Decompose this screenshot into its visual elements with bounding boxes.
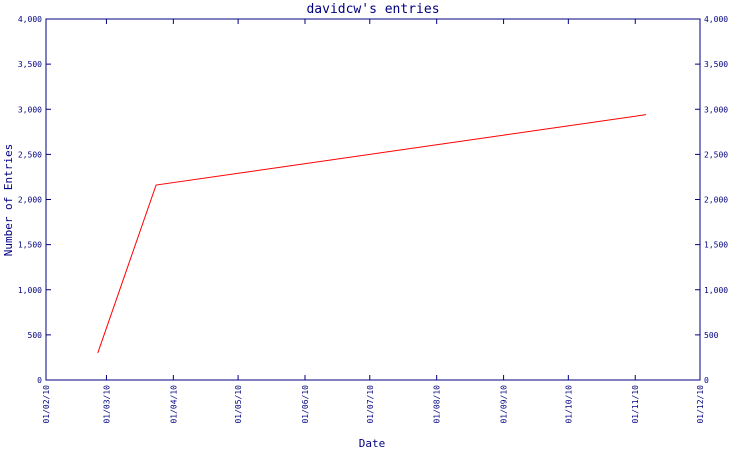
y-tick-label: 0 <box>37 376 42 385</box>
x-tick-label: 01/04/10 <box>169 385 178 424</box>
y2-tick-label: 3,500 <box>704 60 728 69</box>
x-axis-label: Date <box>359 437 386 450</box>
x-tick-label: 01/03/10 <box>102 385 111 424</box>
y2-tick-label: 500 <box>704 331 719 340</box>
y-tick-label: 1,500 <box>18 241 42 250</box>
x-tick-label: 01/08/10 <box>433 385 442 424</box>
line-series <box>97 114 647 354</box>
y2-tick-label: 1,500 <box>704 241 728 250</box>
y-tick-label: 2,500 <box>18 150 42 159</box>
y-tick-label: 4,000 <box>18 15 42 24</box>
y2-tick-label: 4,000 <box>704 15 728 24</box>
y-tick-label: 3,000 <box>18 105 42 114</box>
y-tick-label: 500 <box>28 331 43 340</box>
chart-title: davidcw's entries <box>306 2 439 17</box>
x-tick-label: 01/02/10 <box>42 385 51 424</box>
x-tick-label: 01/07/10 <box>366 385 375 424</box>
y-tick-label: 1,000 <box>18 286 42 295</box>
y-tick-label: 2,000 <box>18 196 42 205</box>
x-tick-label: 01/05/10 <box>234 385 243 424</box>
x-tick-label: 01/06/10 <box>301 385 310 424</box>
y-axis-label: Number of Entries <box>2 144 15 257</box>
x-tick-label: 01/12/10 <box>696 385 705 424</box>
y2-tick-label: 3,000 <box>704 105 728 114</box>
y2-tick-label: 2,500 <box>704 150 728 159</box>
plot-frame <box>45 18 701 381</box>
x-tick-label: 01/09/10 <box>500 385 509 424</box>
y2-tick-label: 0 <box>704 376 709 385</box>
y2-tick-label: 2,000 <box>704 196 728 205</box>
x-tick-label: 01/10/10 <box>564 385 573 424</box>
y-tick-label: 3,500 <box>18 60 42 69</box>
x-tick-label: 01/11/10 <box>631 385 640 424</box>
y2-tick-label: 1,000 <box>704 286 728 295</box>
